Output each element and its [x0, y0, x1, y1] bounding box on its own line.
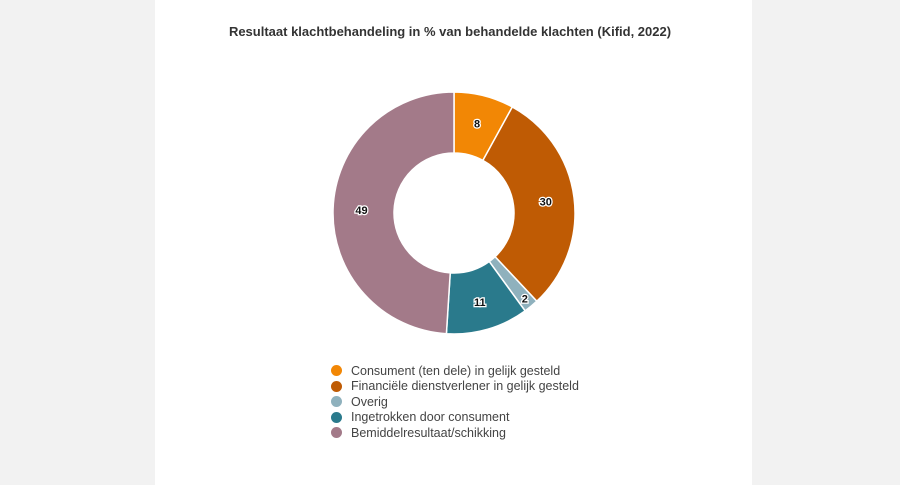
chart-title: Resultaat klachtbehandeling in % van beh… [228, 24, 672, 39]
legend-item-0[interactable]: Consument (ten dele) in gelijk gesteld [331, 363, 579, 379]
legend-item-2[interactable]: Overig [331, 394, 579, 410]
chart-legend: Consument (ten dele) in gelijk gesteld Fi… [331, 363, 579, 441]
legend-label-3: Ingetrokken door consument [351, 410, 510, 425]
legend-item-1[interactable]: Financiële dienstverlener in gelijk gest… [331, 379, 579, 395]
legend-label-1: Financiële dienstverlener in gelijk gest… [351, 379, 579, 394]
legend-item-4[interactable]: Bemiddelresultaat/schikking [331, 425, 579, 441]
donut-slice-1 [481, 105, 576, 303]
legend-marker-3 [331, 411, 342, 423]
legend-item-3[interactable]: Ingetrokken door consument [331, 410, 579, 426]
donut-slice-4 [332, 91, 455, 335]
slice-value-label-0: 8 [474, 118, 480, 130]
legend-marker-4 [331, 427, 342, 439]
legend-label-2: Overig [351, 394, 388, 409]
slice-value-label-2: 2 [522, 294, 528, 306]
slice-value-label-4: 49 [355, 205, 367, 217]
slice-value-label-3: 11 [474, 297, 486, 309]
legend-label-0: Consument (ten dele) in gelijk gesteld [351, 363, 561, 378]
slice-value-label-1: 30 [540, 196, 552, 208]
legend-marker-0 [331, 365, 342, 377]
legend-marker-2 [331, 396, 342, 408]
legend-marker-1 [331, 380, 342, 392]
legend-label-4: Bemiddelresultaat/schikking [351, 425, 506, 440]
